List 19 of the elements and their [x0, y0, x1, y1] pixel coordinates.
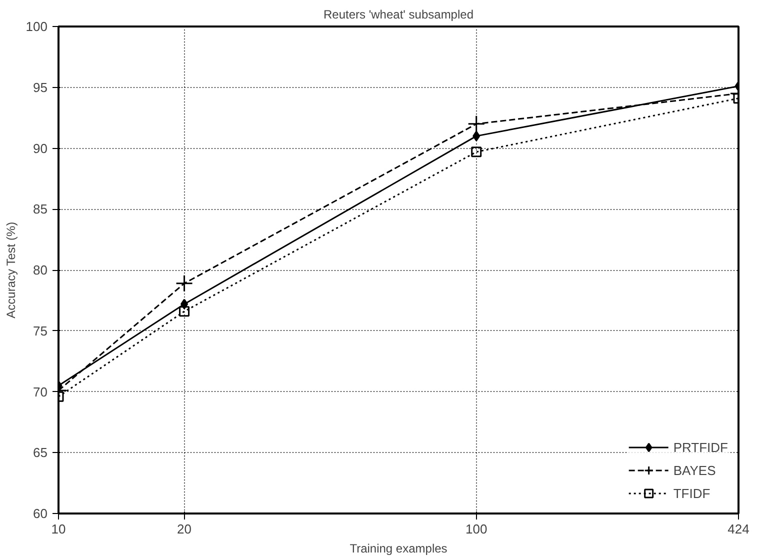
x-tick-label: 20	[177, 522, 192, 536]
x-axis-title: Training examples	[350, 542, 448, 556]
y-tick-label: 65	[33, 445, 48, 460]
y-tick-label: 100	[26, 19, 48, 34]
y-tick-label: 70	[33, 384, 48, 400]
y-tick-label: 85	[33, 202, 48, 217]
y-axis-title: Accuracy Test (%)	[4, 222, 18, 318]
y-tick-label: 95	[33, 80, 48, 95]
legend-label: TFIDF	[673, 486, 710, 500]
x-tick-label: 100	[466, 522, 488, 536]
x-tick-label: 424	[728, 522, 750, 536]
y-tick-label: 60	[33, 506, 48, 521]
chart-title: Reuters 'wheat' subsampled	[324, 8, 474, 22]
y-tick-label: 80	[33, 262, 48, 278]
legend-label: BAYES	[673, 462, 716, 478]
y-tick-label: 90	[33, 140, 48, 156]
x-tick-label: 10	[51, 522, 66, 536]
y-tick-label: 75	[33, 323, 48, 338]
legend-label: PRTFIDF	[673, 440, 728, 454]
